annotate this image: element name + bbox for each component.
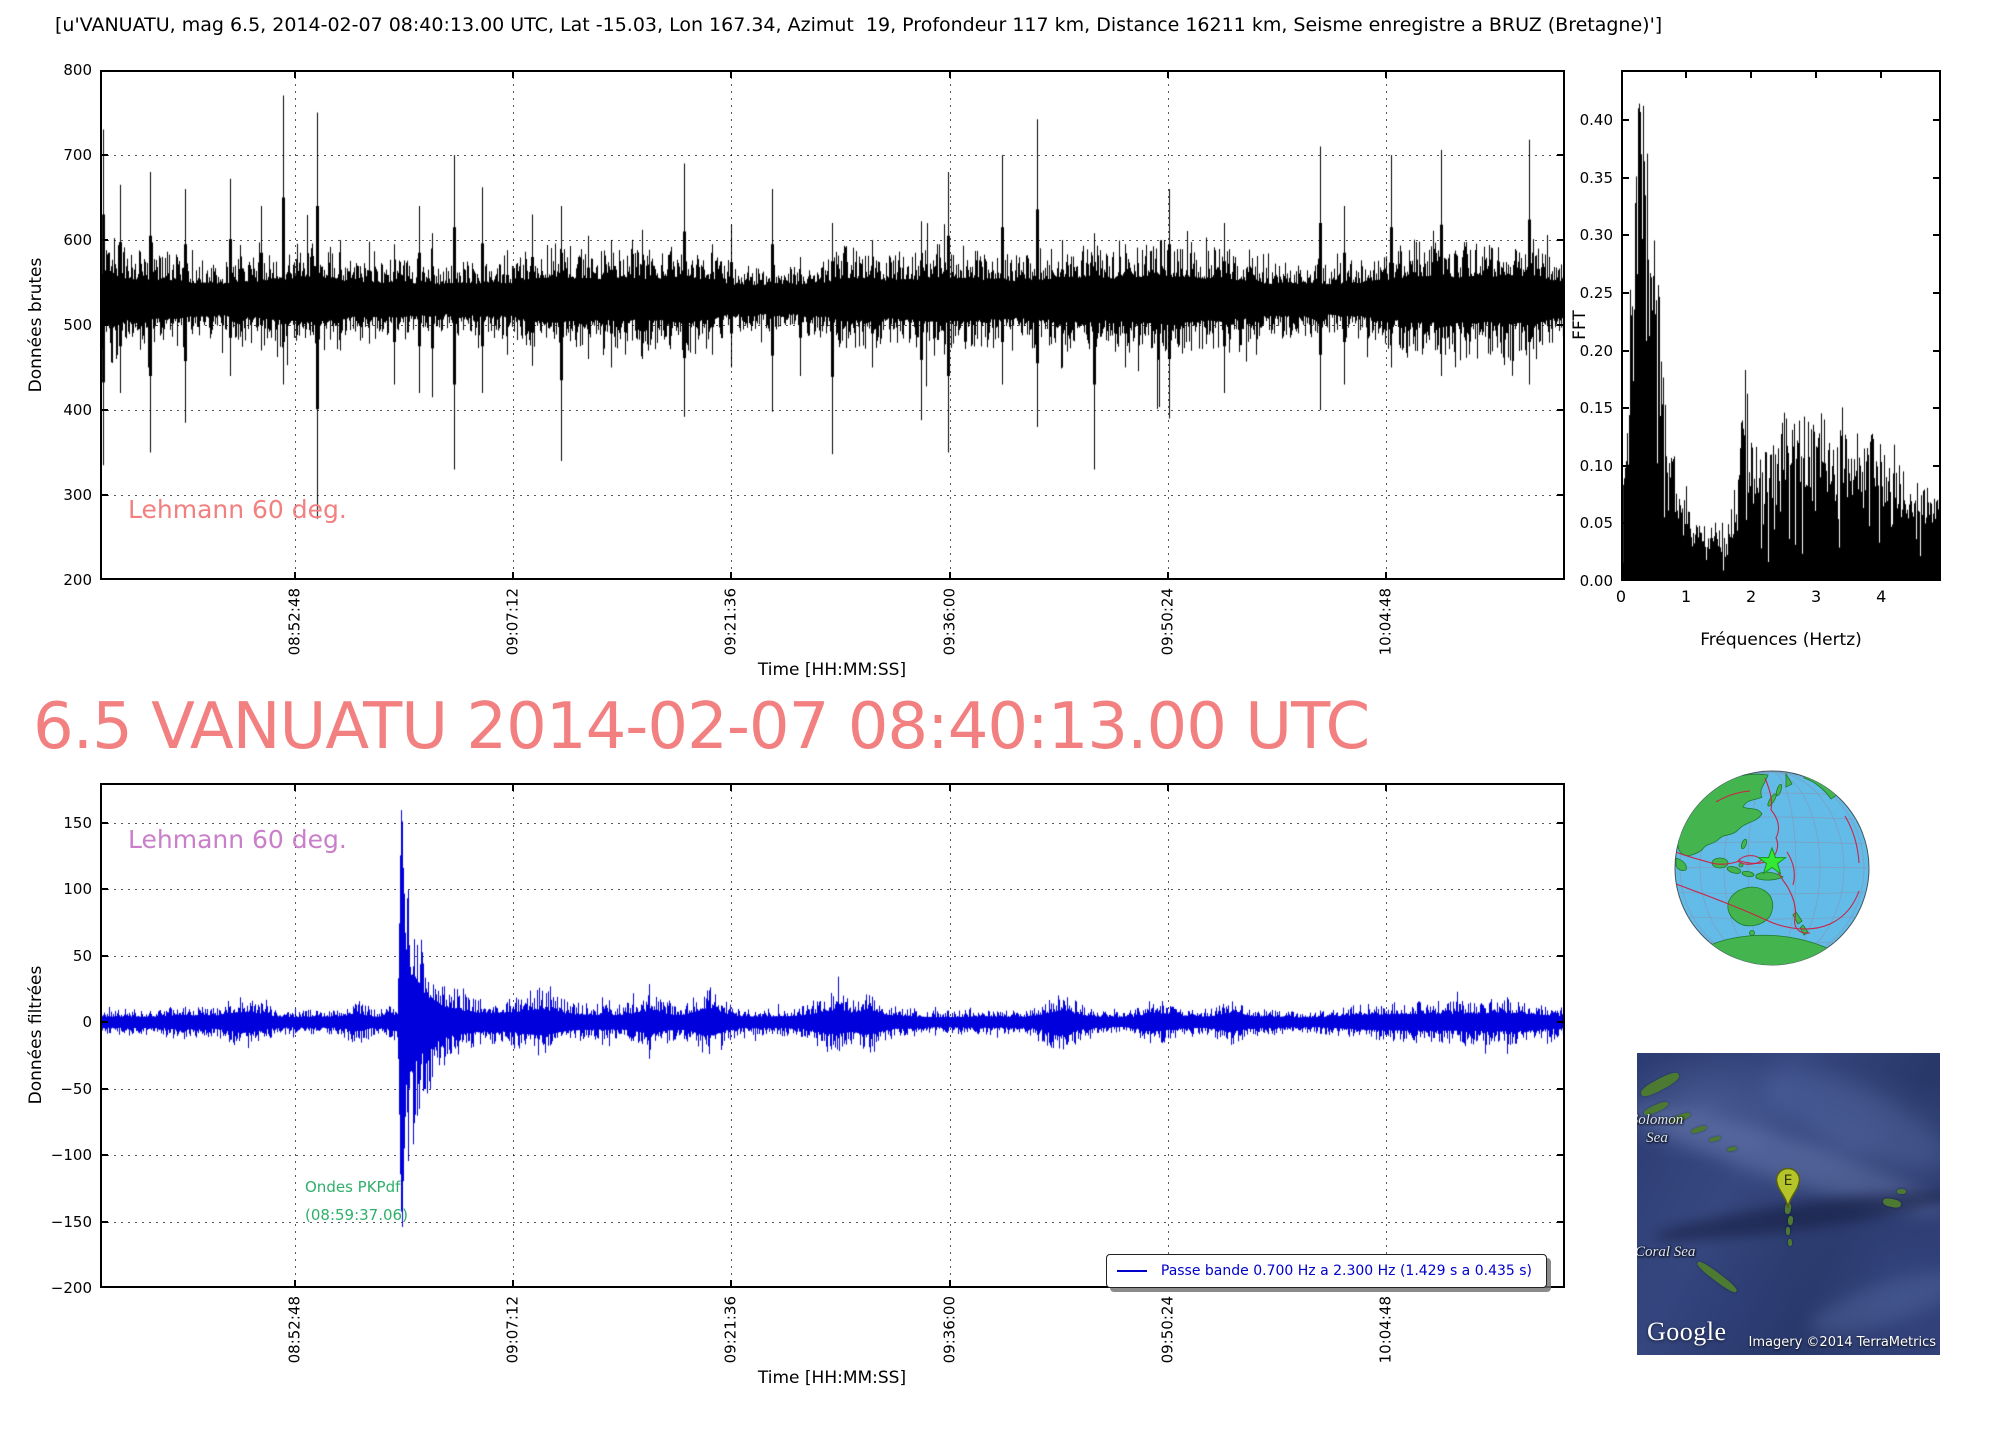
island [1638,1069,1682,1100]
map-pin-icon: E [1775,1167,1801,1209]
phase-arrival-time: (08:59:37.06) [305,1206,408,1224]
raw-ytick-label: 700 [63,146,92,164]
island [1897,1189,1906,1194]
fft-ytick-label: 0.10 [1579,456,1613,475]
fft-ytick-label: 0.05 [1579,514,1613,533]
filt-ytick-label: 150 [63,813,92,832]
globe-location-inset [1668,766,1876,974]
raw-ytick-label: 300 [63,486,92,504]
filtered-seismogram-plot: Lehmann 60 deg. Ondes PKPdf (08:59:37.06… [100,783,1565,1288]
raw-ytick-label: 600 [63,231,92,249]
map-attribution: Imagery ©2014 TerraMetrics [1748,1335,1936,1350]
satellite-map-inset: Solomon Sea Coral Sea E Google Imagery ©… [1637,1053,1940,1355]
filtered-x-axis-label: Time [HH:MM:SS] [757,1368,907,1388]
legend-line-swatch [1116,1270,1147,1272]
filtered-seismogram-trace [100,783,1565,1288]
fft-spectrum-trace [1621,70,1941,581]
raw-ytick-label: 400 [63,401,92,419]
fft-x-axis-label: Fréquences (Hertz) [1700,630,1862,650]
fft-ytick-label: 0.00 [1579,572,1613,590]
raw-seismogram-plot: Lehmann 60 deg. [100,70,1565,580]
fft-xtick-label: 3 [1811,587,1822,606]
figure-suptitle: [u'VANUATU, mag 6.5, 2014-02-07 08:40:13… [55,14,1663,36]
filt-ytick-label: −100 [50,1146,92,1165]
fft-ytick-label: 0.15 [1579,399,1613,418]
seafloor-ridge [1804,1259,1940,1347]
filt-ytick-label: 0 [82,1013,92,1032]
fft-xtick-label: 0 [1615,587,1627,606]
raw-ytick-label: 200 [63,571,92,589]
fft-ytick-label: 0.40 [1579,111,1613,130]
filt-ytick-label: 50 [72,946,92,965]
filt-ytick-label: −200 [50,1279,92,1297]
fft-spectrum-plot [1621,70,1941,581]
fft-y-axis-label: FFT [1570,310,1590,340]
fft-xtick-label: 2 [1745,587,1757,606]
station-annotation-raw: Lehmann 60 deg. [128,495,347,524]
legend-label: Passe bande 0.700 Hz a 2.300 Hz (1.429 s… [1160,1263,1532,1279]
fft-xtick-label: 1 [1680,587,1692,606]
sea-label-coral: Coral Sea [1637,1244,1696,1260]
raw-ytick-label: 800 [63,61,92,79]
globe-svg [1674,770,1870,966]
google-logo: Google [1647,1317,1727,1346]
filt-ytick-label: 100 [63,880,92,899]
island [1695,1259,1739,1295]
fft-ytick-label: 0.30 [1579,226,1613,245]
sea-label-solomon: Solomon Sea [1637,1112,1684,1146]
fft-xtick-label: 4 [1876,587,1887,606]
fft-ytick-label: 0.20 [1579,341,1613,360]
bandpass-filter-legend: Passe bande 0.700 Hz a 2.300 Hz (1.429 s… [1105,1254,1547,1288]
epicenter-star-icon [1757,846,1787,875]
raw-x-axis-label: Time [HH:MM:SS] [757,660,907,680]
map-pin-label: E [1784,1173,1793,1189]
filt-ytick-label: −150 [50,1212,92,1231]
island [1786,1227,1790,1235]
filt-ytick-label: −50 [60,1079,92,1098]
phase-arrival-label: Ondes PKPdf [305,1178,401,1196]
fft-ytick-label: 0.25 [1579,283,1613,302]
fft-ytick-label: 0.35 [1579,168,1613,187]
island [1787,1238,1793,1247]
raw-ytick-label: 500 [63,316,92,334]
phase-arrival-annotation: Ondes PKPdf (08:59:37.06) [305,1173,408,1229]
station-annotation-filtered: Lehmann 60 deg. [128,825,347,854]
event-headline: 6.5 VANUATU 2014-02-07 08:40:13.00 UTC [33,690,1370,764]
raw-seismogram-trace [100,70,1565,580]
